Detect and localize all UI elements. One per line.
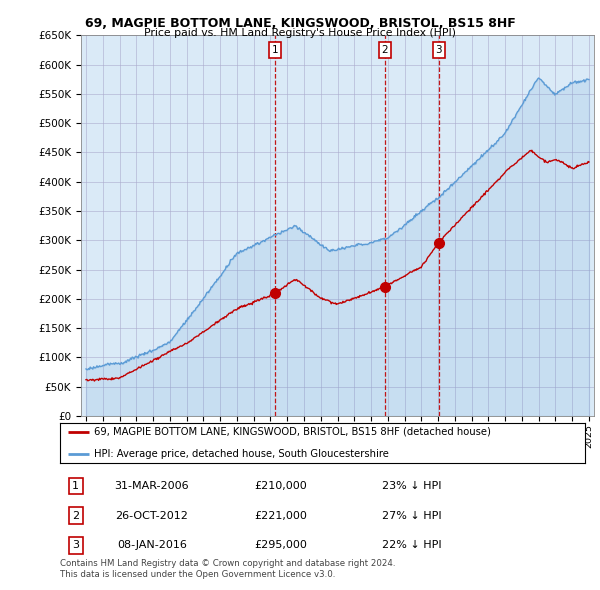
Text: 3: 3 xyxy=(435,45,442,55)
Text: 08-JAN-2016: 08-JAN-2016 xyxy=(117,540,187,550)
Text: 22% ↓ HPI: 22% ↓ HPI xyxy=(382,540,442,550)
Text: £295,000: £295,000 xyxy=(254,540,307,550)
Text: 1: 1 xyxy=(271,45,278,55)
Text: Price paid vs. HM Land Registry's House Price Index (HPI): Price paid vs. HM Land Registry's House … xyxy=(144,28,456,38)
Text: HPI: Average price, detached house, South Gloucestershire: HPI: Average price, detached house, Sout… xyxy=(94,450,389,460)
Text: This data is licensed under the Open Government Licence v3.0.: This data is licensed under the Open Gov… xyxy=(60,571,335,579)
Text: 69, MAGPIE BOTTOM LANE, KINGSWOOD, BRISTOL, BS15 8HF (detached house): 69, MAGPIE BOTTOM LANE, KINGSWOOD, BRIST… xyxy=(94,427,491,437)
Text: 2: 2 xyxy=(72,510,79,520)
Text: 2: 2 xyxy=(382,45,388,55)
Text: 3: 3 xyxy=(72,540,79,550)
Text: 26-OCT-2012: 26-OCT-2012 xyxy=(115,510,188,520)
Text: 31-MAR-2006: 31-MAR-2006 xyxy=(115,481,189,491)
Text: Contains HM Land Registry data © Crown copyright and database right 2024.: Contains HM Land Registry data © Crown c… xyxy=(60,559,395,568)
Text: £210,000: £210,000 xyxy=(254,481,307,491)
Text: 69, MAGPIE BOTTOM LANE, KINGSWOOD, BRISTOL, BS15 8HF: 69, MAGPIE BOTTOM LANE, KINGSWOOD, BRIST… xyxy=(85,17,515,30)
Text: 1: 1 xyxy=(72,481,79,491)
Text: £221,000: £221,000 xyxy=(254,510,307,520)
Text: 27% ↓ HPI: 27% ↓ HPI xyxy=(382,510,442,520)
Text: 23% ↓ HPI: 23% ↓ HPI xyxy=(382,481,442,491)
